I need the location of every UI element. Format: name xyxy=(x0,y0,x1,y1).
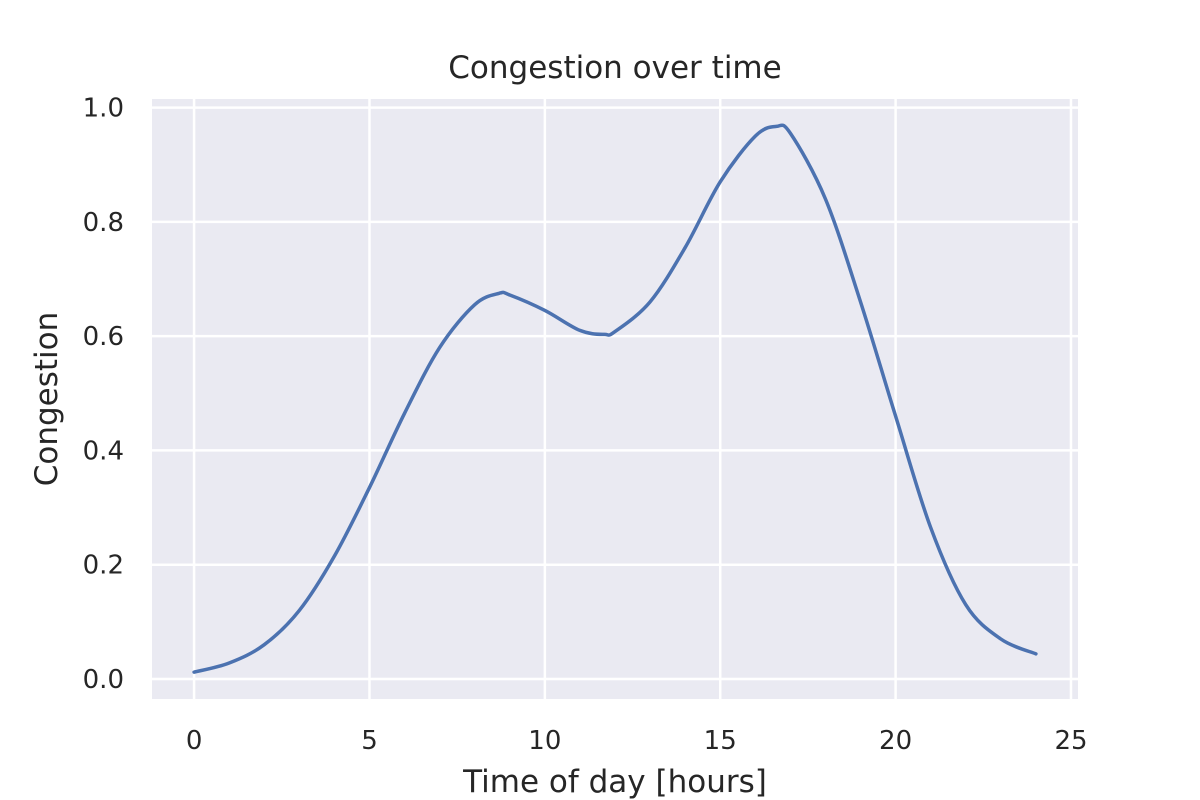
plot-area-background xyxy=(152,99,1078,699)
x-tick-labels: 0 5 10 15 20 25 xyxy=(186,726,1088,756)
y-tick-label: 0.4 xyxy=(83,436,124,466)
y-tick-label: 0.0 xyxy=(83,665,124,695)
y-axis-label: Congestion xyxy=(29,312,65,487)
y-tick-label: 0.6 xyxy=(83,322,124,352)
chart-title: Congestion over time xyxy=(448,50,781,86)
x-axis-label: Time of day [hours] xyxy=(462,764,767,800)
x-tick-label: 0 xyxy=(186,726,203,756)
series-layer xyxy=(192,123,1038,674)
x-tick-label: 25 xyxy=(1054,726,1087,756)
x-tick-label: 15 xyxy=(704,726,737,756)
x-tick-label: 20 xyxy=(879,726,912,756)
y-tick-label: 0.8 xyxy=(83,208,124,238)
y-tick-label: 1.0 xyxy=(83,94,124,124)
y-tick-labels: 0.0 0.2 0.4 0.6 0.8 1.0 xyxy=(83,94,124,695)
y-tick-label: 0.2 xyxy=(83,551,124,581)
x-tick-label: 5 xyxy=(361,726,378,756)
x-tick-label: 10 xyxy=(528,726,561,756)
x-gridlines xyxy=(192,99,1073,699)
y-gridlines xyxy=(152,106,1078,681)
series-line xyxy=(192,123,1038,674)
